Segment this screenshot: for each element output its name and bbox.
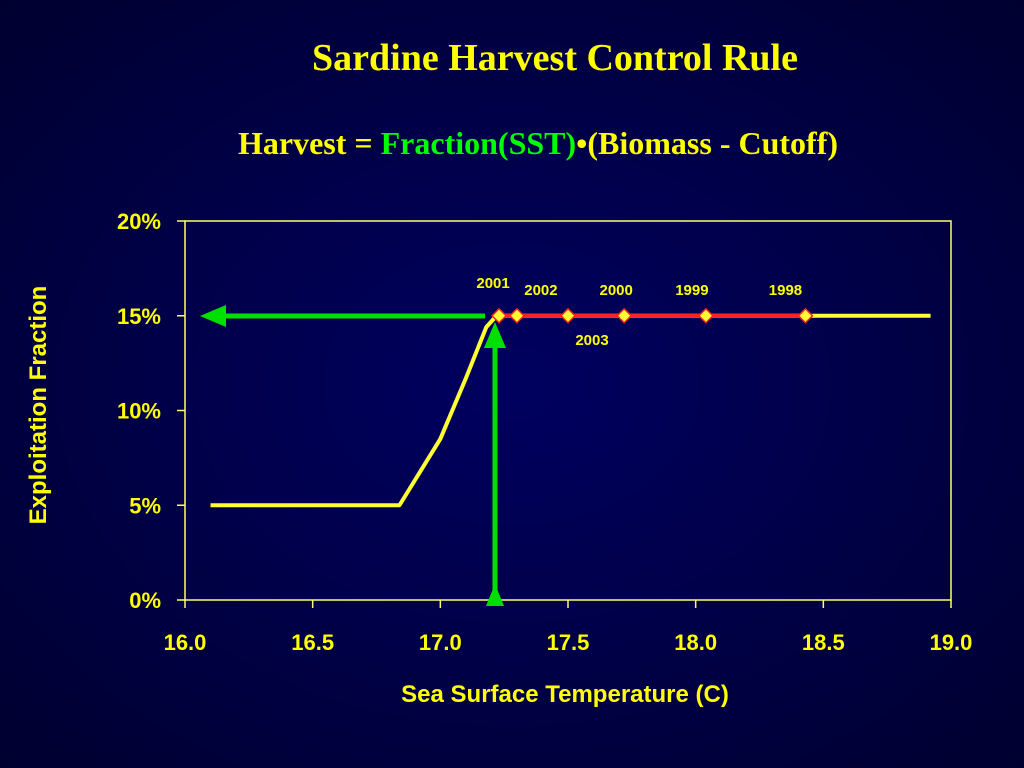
- data-point: [508, 307, 525, 324]
- point-label: 2002: [524, 282, 557, 299]
- data-point: [697, 307, 714, 324]
- x-tick-label: 19.0: [930, 630, 973, 655]
- subtitle-part: Harvest =: [238, 125, 373, 161]
- y-tick-label: 10%: [117, 399, 161, 424]
- plot-area: 0% 5% 10% 15% 20% 16.0 16.5 17.0 17.5 18.0 18.5 19.…: [117, 209, 972, 655]
- chart-title: Sardine Harvest Control Rule: [312, 37, 798, 79]
- x-tick-label: 18.0: [674, 630, 717, 655]
- y-tick-label: 0%: [129, 588, 161, 613]
- x-tick-label: 16.0: [164, 630, 207, 655]
- x-tick-label: 17.5: [547, 630, 590, 655]
- point-label: 2003: [575, 332, 608, 349]
- x-axis-label: Sea Surface Temperature (C): [401, 681, 729, 708]
- x-tick-label: 18.5: [802, 630, 845, 655]
- point-label: 1998: [769, 282, 802, 299]
- arrow-head: [200, 305, 226, 327]
- x-tick-label: 17.0: [419, 630, 462, 655]
- arrow-base: [486, 584, 504, 606]
- data-point: [616, 307, 633, 324]
- data-point: [797, 307, 814, 324]
- point-label: 1999: [675, 282, 708, 299]
- data-point: [490, 307, 508, 324]
- subtitle-part: Fraction(SST): [381, 125, 577, 161]
- y-tick-label: 5%: [129, 493, 161, 518]
- data-point: [559, 307, 577, 324]
- arrows: [200, 305, 506, 606]
- chart-subtitle: Harvest = Fraction(SST)•(Biomass - Cutoff…: [238, 125, 838, 161]
- y-tick-label: 20%: [117, 209, 161, 234]
- point-label: 2001: [476, 275, 509, 292]
- subtitle-part: •(Biomass - Cutoff): [576, 125, 838, 161]
- arrow-head: [484, 322, 506, 348]
- y-tick-label: 15%: [117, 304, 161, 329]
- point-label: 2000: [599, 282, 632, 299]
- y-axis-label: Exploitation Fraction: [25, 286, 52, 525]
- x-tick-label: 16.5: [291, 630, 334, 655]
